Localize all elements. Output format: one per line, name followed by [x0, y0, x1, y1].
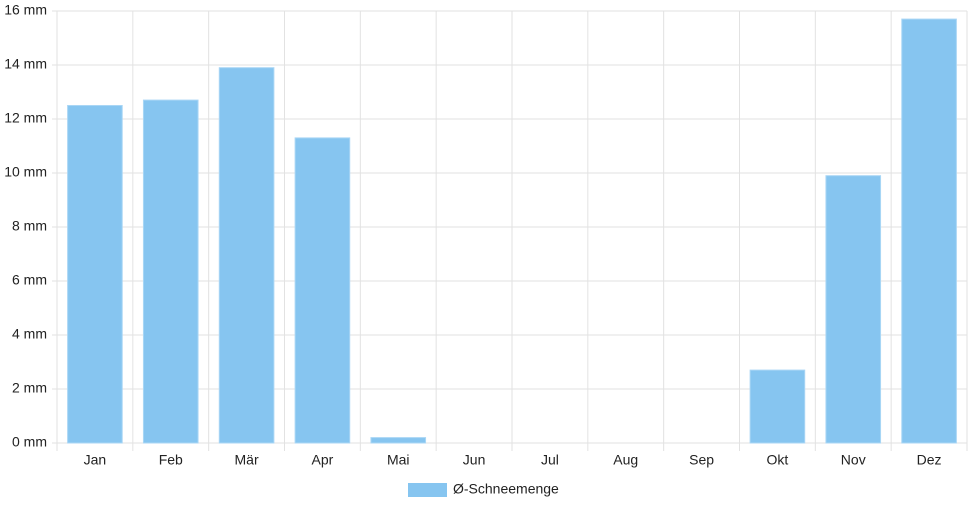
x-tick-label: Dez — [917, 452, 942, 468]
bar — [901, 18, 957, 444]
x-tick-label: Okt — [767, 452, 789, 468]
y-tick-label: 16 mm — [4, 2, 47, 18]
y-tick-label: 8 mm — [12, 218, 47, 234]
x-tick-label: Jul — [541, 452, 559, 468]
y-tick-label: 2 mm — [12, 380, 47, 396]
x-tick-label: Sep — [689, 452, 714, 468]
legend-swatch — [408, 483, 447, 497]
bar — [294, 137, 351, 444]
y-tick-label: 10 mm — [4, 164, 47, 180]
y-tick-label: 12 mm — [4, 110, 47, 126]
x-tick-label: Aug — [613, 452, 638, 468]
x-tick-label: Jun — [463, 452, 486, 468]
bar — [142, 99, 199, 444]
bar — [218, 67, 275, 444]
bar — [749, 369, 806, 444]
x-tick-label: Apr — [312, 452, 334, 468]
y-tick-label: 6 mm — [12, 272, 47, 288]
bar — [370, 437, 427, 444]
x-tick-label: Mär — [235, 452, 259, 468]
x-tick-label: Nov — [841, 452, 866, 468]
y-tick-label: 14 mm — [4, 56, 47, 72]
legend-label: Ø-Schneemenge — [453, 481, 559, 497]
bar — [67, 105, 123, 444]
y-tick-label: 0 mm — [12, 434, 47, 450]
x-tick-label: Jan — [84, 452, 107, 468]
y-tick-label: 4 mm — [12, 326, 47, 342]
x-tick-label: Mai — [387, 452, 410, 468]
bar — [825, 175, 882, 444]
x-tick-label: Feb — [159, 452, 183, 468]
